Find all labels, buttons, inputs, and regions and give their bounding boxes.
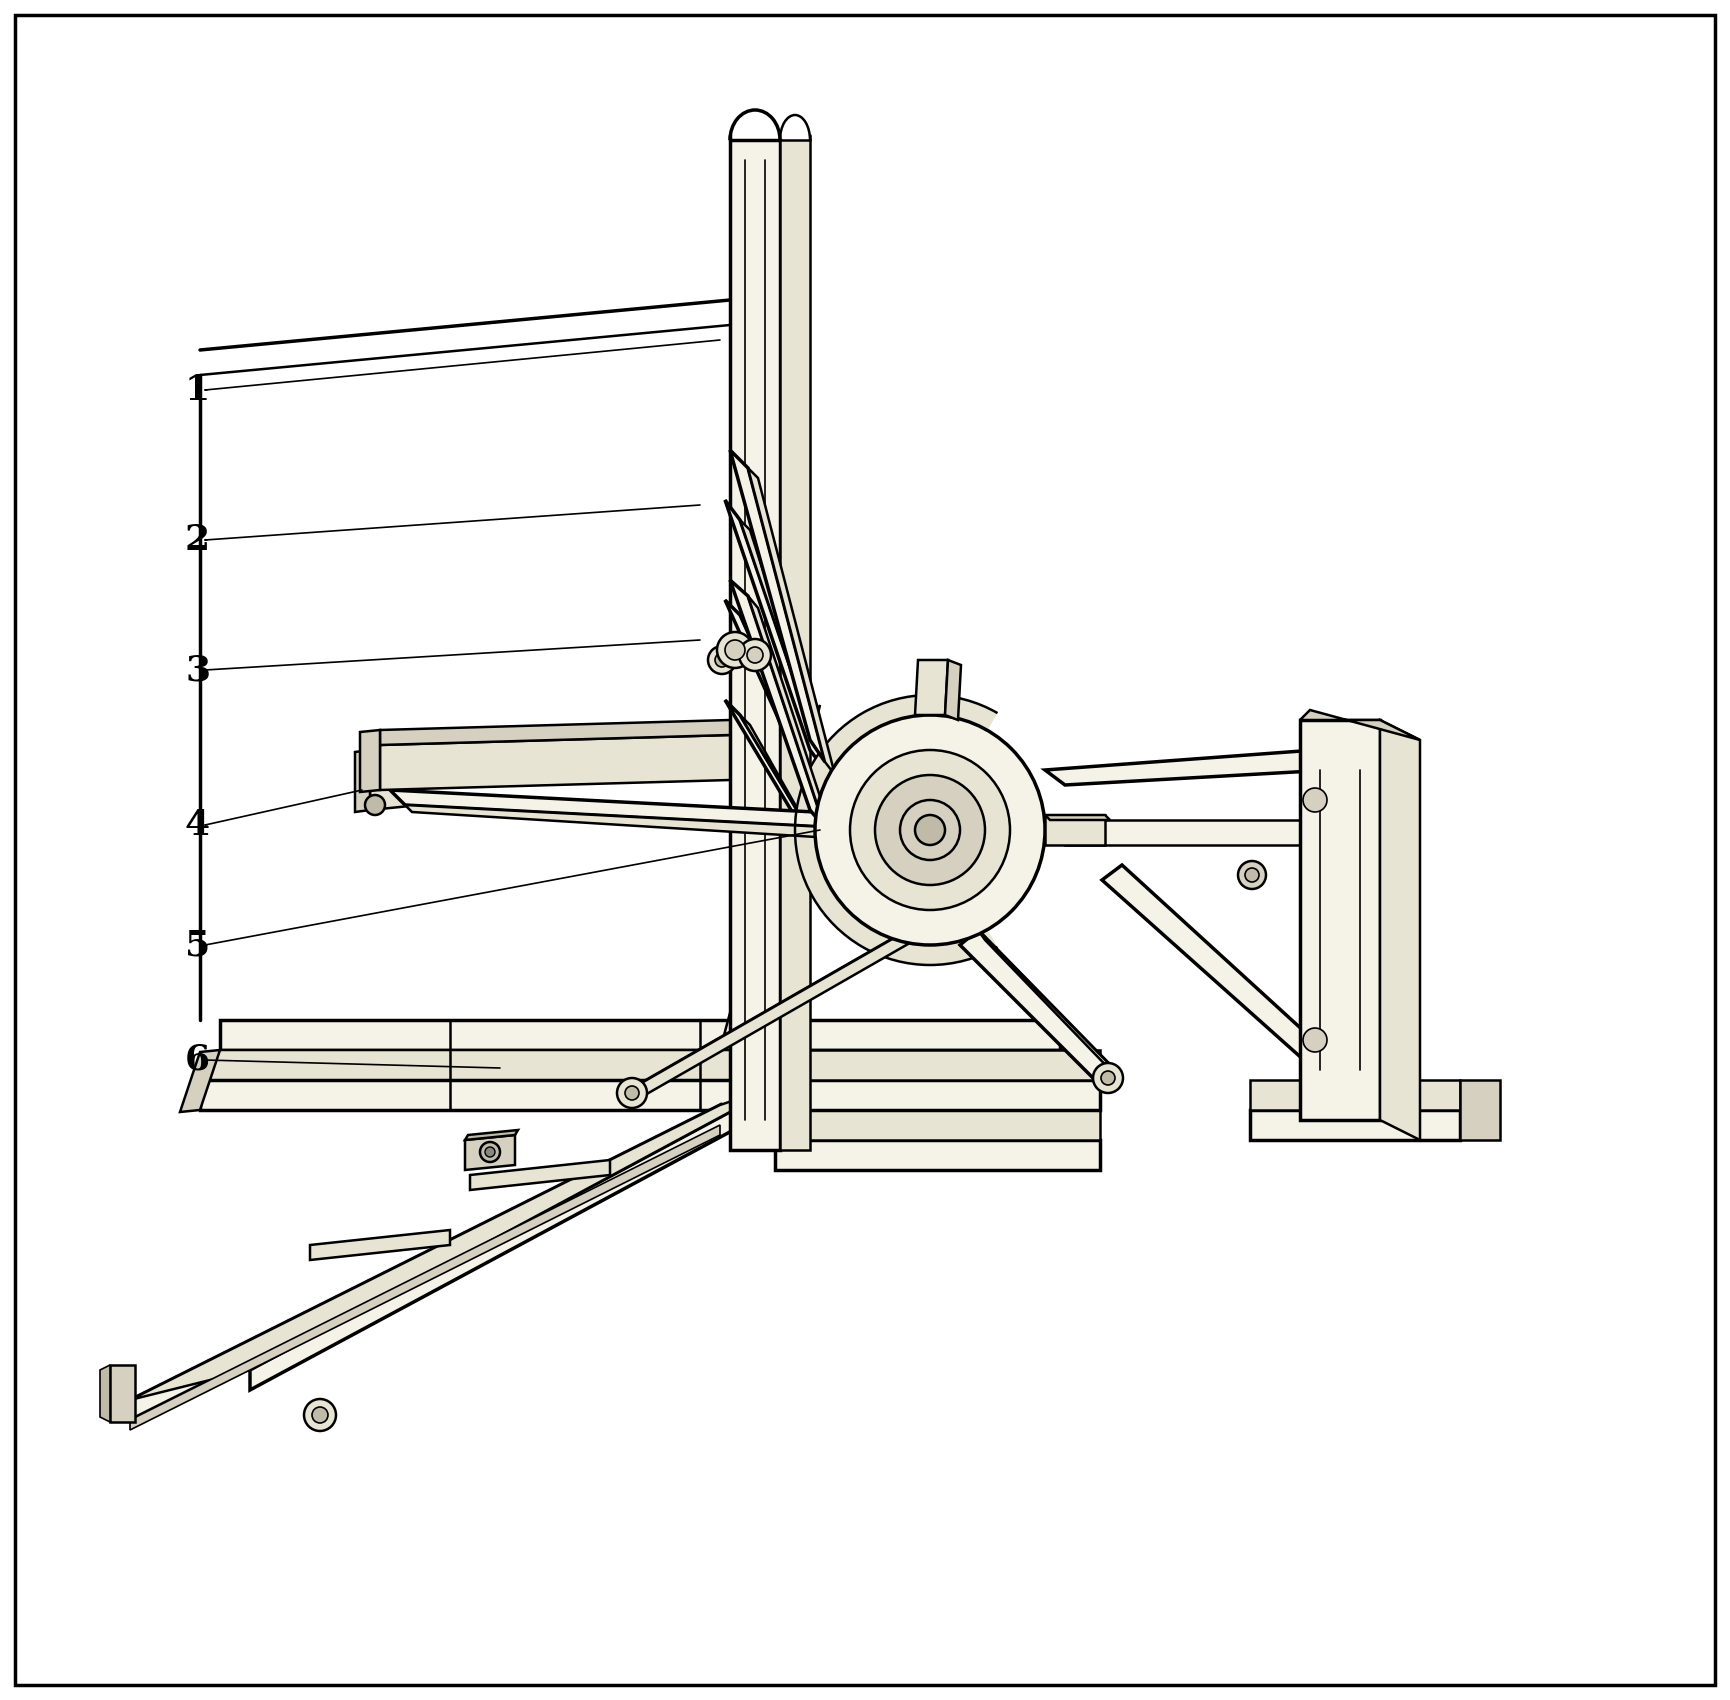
Text: 2: 2 <box>185 524 209 558</box>
Polygon shape <box>100 1365 111 1421</box>
Circle shape <box>915 814 945 845</box>
Text: 1: 1 <box>185 372 211 406</box>
Polygon shape <box>619 930 908 1100</box>
Polygon shape <box>740 615 836 824</box>
Polygon shape <box>1460 1080 1500 1141</box>
Circle shape <box>618 1078 647 1108</box>
Circle shape <box>739 639 772 672</box>
Polygon shape <box>370 760 420 809</box>
Polygon shape <box>725 500 825 770</box>
Polygon shape <box>1045 814 1105 845</box>
Text: 3: 3 <box>185 653 209 687</box>
Polygon shape <box>775 1080 1100 1110</box>
Polygon shape <box>638 930 915 1095</box>
Polygon shape <box>310 1231 450 1260</box>
Circle shape <box>625 1086 638 1100</box>
Circle shape <box>1246 869 1259 882</box>
Polygon shape <box>355 750 370 813</box>
Polygon shape <box>775 1051 1100 1080</box>
Circle shape <box>849 750 1010 910</box>
Polygon shape <box>1102 865 1330 1069</box>
Polygon shape <box>915 660 948 716</box>
Polygon shape <box>471 1159 611 1190</box>
Polygon shape <box>730 580 825 828</box>
Circle shape <box>304 1399 336 1431</box>
Polygon shape <box>465 1136 516 1170</box>
Polygon shape <box>775 1110 1100 1141</box>
Polygon shape <box>1251 1110 1460 1141</box>
Polygon shape <box>111 1365 135 1421</box>
Polygon shape <box>796 695 998 966</box>
Text: 4: 4 <box>185 808 209 842</box>
Circle shape <box>747 648 763 663</box>
Circle shape <box>725 639 746 660</box>
Circle shape <box>900 801 960 860</box>
Circle shape <box>1100 1071 1116 1085</box>
Circle shape <box>1303 1028 1327 1052</box>
Polygon shape <box>740 520 830 780</box>
Polygon shape <box>130 1085 780 1401</box>
Polygon shape <box>740 716 836 876</box>
Polygon shape <box>251 1085 780 1391</box>
Polygon shape <box>945 660 960 721</box>
Polygon shape <box>730 139 780 1149</box>
Circle shape <box>1093 1062 1123 1093</box>
Circle shape <box>484 1148 495 1158</box>
Circle shape <box>479 1142 500 1163</box>
Polygon shape <box>360 729 381 792</box>
Polygon shape <box>780 139 810 1149</box>
Polygon shape <box>370 745 420 765</box>
Polygon shape <box>1251 1080 1460 1110</box>
Polygon shape <box>381 734 730 790</box>
Polygon shape <box>381 721 730 745</box>
Polygon shape <box>1045 814 1111 819</box>
Polygon shape <box>130 1105 720 1420</box>
Polygon shape <box>130 1125 720 1430</box>
Polygon shape <box>730 450 825 762</box>
Polygon shape <box>220 1020 1060 1051</box>
Polygon shape <box>405 806 832 838</box>
Circle shape <box>875 775 984 886</box>
Polygon shape <box>747 597 836 842</box>
Polygon shape <box>747 468 836 775</box>
Circle shape <box>1239 860 1266 889</box>
Circle shape <box>714 653 728 666</box>
Circle shape <box>1303 789 1327 813</box>
Circle shape <box>365 746 386 767</box>
Polygon shape <box>725 700 830 865</box>
Circle shape <box>365 796 386 814</box>
Circle shape <box>716 632 753 668</box>
Polygon shape <box>180 1051 220 1112</box>
Polygon shape <box>775 1141 1100 1170</box>
Polygon shape <box>201 1080 1050 1110</box>
Polygon shape <box>725 600 830 814</box>
Polygon shape <box>1381 721 1420 1141</box>
Circle shape <box>708 646 735 673</box>
Polygon shape <box>1066 819 1299 845</box>
Polygon shape <box>389 790 825 826</box>
Circle shape <box>311 1408 329 1423</box>
Text: 6: 6 <box>185 1044 209 1078</box>
Polygon shape <box>1299 711 1420 740</box>
Polygon shape <box>1299 721 1381 1120</box>
Polygon shape <box>1045 750 1330 785</box>
Polygon shape <box>465 1130 517 1141</box>
Polygon shape <box>977 930 1119 1080</box>
Polygon shape <box>960 930 1116 1085</box>
Polygon shape <box>201 1051 1060 1080</box>
Text: 5: 5 <box>185 928 211 962</box>
Circle shape <box>815 716 1045 945</box>
